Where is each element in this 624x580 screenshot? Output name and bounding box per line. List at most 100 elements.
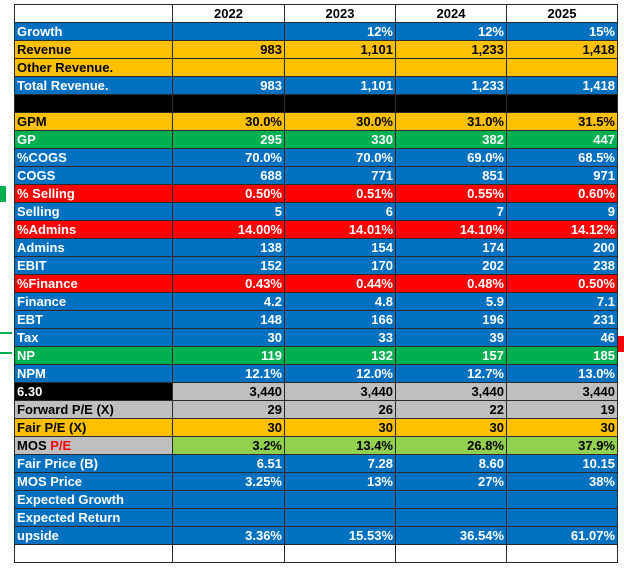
value-cell[interactable]	[284, 58, 396, 77]
value-cell[interactable]: 30	[506, 418, 618, 437]
value-cell[interactable]: 14.12%	[506, 220, 618, 239]
value-cell[interactable]: 983	[172, 76, 285, 95]
year-header[interactable]: 2025	[506, 4, 618, 23]
value-cell[interactable]: 30	[172, 328, 285, 347]
value-cell[interactable]: 295	[172, 130, 285, 149]
value-cell[interactable]: 33	[284, 328, 396, 347]
value-cell[interactable]: 30	[395, 418, 507, 437]
value-cell[interactable]: 38%	[506, 472, 618, 491]
value-cell[interactable]: 132	[284, 346, 396, 365]
value-cell[interactable]: 68.5%	[506, 148, 618, 167]
value-cell[interactable]: 166	[284, 310, 396, 329]
value-cell[interactable]: 1,418	[506, 76, 618, 95]
value-cell[interactable]: 30	[284, 418, 396, 437]
value-cell[interactable]: 771	[284, 166, 396, 185]
value-cell[interactable]: 31.0%	[395, 112, 507, 131]
value-cell[interactable]: 30	[172, 418, 285, 437]
row-label[interactable]: Fair Price (B)	[14, 454, 173, 473]
row-label[interactable]: Total Revenue.	[14, 76, 173, 95]
value-cell[interactable]: 0.51%	[284, 184, 396, 203]
row-label[interactable]: GPM	[14, 112, 173, 131]
value-cell[interactable]: 30.0%	[172, 112, 285, 131]
value-cell[interactable]: 0.50%	[172, 184, 285, 203]
value-cell[interactable]	[284, 508, 396, 527]
value-cell[interactable]: 13.0%	[506, 364, 618, 383]
value-cell[interactable]: 13.4%	[284, 436, 396, 455]
value-cell[interactable]	[284, 490, 396, 509]
row-label[interactable]: Expected Growth	[14, 490, 173, 509]
value-cell[interactable]: 382	[395, 130, 507, 149]
row-label[interactable]: NPM	[14, 364, 173, 383]
value-cell[interactable]: 8.60	[395, 454, 507, 473]
row-label[interactable]: NP	[14, 346, 173, 365]
value-cell[interactable]: 202	[395, 256, 507, 275]
row-label[interactable]: Other Revenue.	[14, 58, 173, 77]
value-cell[interactable]: 6.51	[172, 454, 285, 473]
row-label[interactable]: Fair P/E (X)	[14, 418, 173, 437]
value-cell[interactable]: 12.1%	[172, 364, 285, 383]
value-cell[interactable]: 12.7%	[395, 364, 507, 383]
value-cell[interactable]: 3,440	[506, 382, 618, 401]
value-cell[interactable]: 1,418	[506, 40, 618, 59]
value-cell[interactable]	[506, 58, 618, 77]
value-cell[interactable]: 5	[172, 202, 285, 221]
row-label[interactable]: GP	[14, 130, 173, 149]
value-cell[interactable]: 154	[284, 238, 396, 257]
value-cell[interactable]: 0.43%	[172, 274, 285, 293]
value-cell[interactable]: 13%	[284, 472, 396, 491]
row-label[interactable]	[14, 544, 173, 563]
row-label[interactable]: MOS Price	[14, 472, 173, 491]
value-cell[interactable]: 238	[506, 256, 618, 275]
value-cell[interactable]: 70.0%	[172, 148, 285, 167]
row-label[interactable]: Growth	[14, 22, 173, 41]
value-cell[interactable]: 1,101	[284, 76, 396, 95]
value-cell[interactable]: 0.48%	[395, 274, 507, 293]
value-cell[interactable]: 138	[172, 238, 285, 257]
row-label[interactable]: EBIT	[14, 256, 173, 275]
value-cell[interactable]: 0.55%	[395, 184, 507, 203]
value-cell[interactable]	[172, 490, 285, 509]
value-cell[interactable]: 19	[506, 400, 618, 419]
value-cell[interactable]: 36.54%	[395, 526, 507, 545]
year-header[interactable]: 2022	[172, 4, 285, 23]
value-cell[interactable]: 3.36%	[172, 526, 285, 545]
value-cell[interactable]: 851	[395, 166, 507, 185]
value-cell[interactable]: 7.1	[506, 292, 618, 311]
value-cell[interactable]: 14.00%	[172, 220, 285, 239]
value-cell[interactable]: 4.8	[284, 292, 396, 311]
value-cell[interactable]: 5.9	[395, 292, 507, 311]
row-label[interactable]: Forward P/E (X)	[14, 400, 173, 419]
value-cell[interactable]: 26.8%	[395, 436, 507, 455]
value-cell[interactable]	[172, 508, 285, 527]
value-cell[interactable]: 1,233	[395, 40, 507, 59]
value-cell[interactable]	[506, 508, 618, 527]
row-label[interactable]: MOS P/E	[14, 436, 173, 455]
value-cell[interactable]	[172, 22, 285, 41]
value-cell[interactable]: 46	[506, 328, 618, 347]
value-cell[interactable]: 1,101	[284, 40, 396, 59]
value-cell[interactable]: 0.44%	[284, 274, 396, 293]
value-cell[interactable]: 231	[506, 310, 618, 329]
value-cell[interactable]	[284, 94, 396, 113]
value-cell[interactable]: 170	[284, 256, 396, 275]
value-cell[interactable]: 196	[395, 310, 507, 329]
value-cell[interactable]	[506, 490, 618, 509]
row-label[interactable]: %Finance	[14, 274, 173, 293]
value-cell[interactable]: 15.53%	[284, 526, 396, 545]
value-cell[interactable]	[395, 490, 507, 509]
value-cell[interactable]: 14.10%	[395, 220, 507, 239]
value-cell[interactable]: 3,440	[172, 382, 285, 401]
value-cell[interactable]: 185	[506, 346, 618, 365]
row-label[interactable]: upside	[14, 526, 173, 545]
row-label[interactable]	[14, 94, 173, 113]
value-cell[interactable]: 200	[506, 238, 618, 257]
value-cell[interactable]	[172, 544, 285, 563]
header-corner[interactable]	[14, 4, 173, 23]
value-cell[interactable]: 6	[284, 202, 396, 221]
value-cell[interactable]: 447	[506, 130, 618, 149]
row-label[interactable]: Finance	[14, 292, 173, 311]
value-cell[interactable]: 330	[284, 130, 396, 149]
value-cell[interactable]: 22	[395, 400, 507, 419]
value-cell[interactable]: 983	[172, 40, 285, 59]
value-cell[interactable]: 1,233	[395, 76, 507, 95]
